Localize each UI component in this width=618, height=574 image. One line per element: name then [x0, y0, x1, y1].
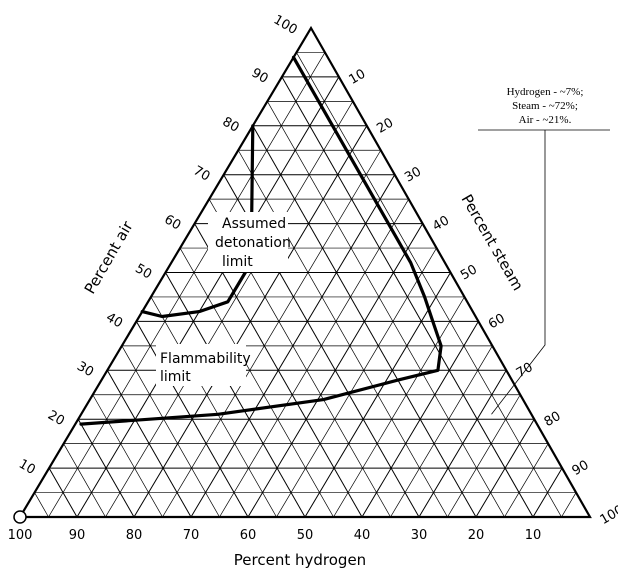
grid-line-hydrogen: [106, 370, 192, 518]
annotation-leader-line: [491, 130, 546, 415]
grid-line-steam: [418, 370, 507, 518]
tick-label-steam: 60: [486, 311, 508, 332]
grid-line-steam: [561, 492, 577, 518]
detonation-label-line3: limit: [222, 254, 253, 270]
tick-label-hydrogen: 80: [126, 528, 143, 543]
detonation-label-line2: detonation: [215, 235, 291, 251]
tick-label-hydrogen: 20: [468, 528, 485, 543]
tick-label-air: 80: [220, 114, 242, 135]
grid-line-steam: [532, 467, 563, 518]
grid-line-steam: [105, 101, 354, 518]
grid-line-hydrogen: [135, 321, 249, 518]
axis-title-left: Percent air: [81, 217, 137, 297]
tick-label-air: 20: [45, 408, 67, 429]
tick-label-air: 30: [74, 359, 96, 380]
grid-line-steam: [361, 321, 479, 518]
flammability-limit-label: Flammability limit: [156, 344, 251, 386]
annotation-line2: Steam - ~72%;: [512, 100, 578, 112]
composition-annotation: Hydrogen - ~7%; Steam - ~72%; Air - ~21%…: [478, 86, 610, 415]
tick-label-steam: 100: [598, 503, 618, 528]
grid-line-hydrogen: [267, 101, 505, 518]
grid-line-steam: [276, 247, 437, 518]
grid-line-steam: [333, 296, 465, 518]
grid-line-steam: [475, 418, 535, 518]
tick-label-steam: 80: [542, 409, 564, 430]
tick-label-air: 40: [103, 310, 125, 331]
tick-label-air: 70: [191, 163, 213, 184]
grid-line-hydrogen: [48, 467, 78, 518]
grid-line-hydrogen: [150, 296, 277, 518]
grid-line-hydrogen: [92, 394, 163, 518]
grid-line-steam: [447, 394, 521, 518]
tick-label-steam: 40: [430, 213, 452, 234]
tick-label-steam: 20: [374, 115, 396, 136]
grid-line-hydrogen: [179, 247, 334, 518]
grid-line-steam: [162, 150, 382, 518]
detonation-limit-label: Assumed detonation limit: [208, 212, 291, 272]
tick-label-hydrogen: 70: [183, 528, 200, 543]
annotation-line1: Hydrogen - ~7%;: [507, 86, 584, 98]
limit-curves: [79, 55, 443, 426]
ternary-grid: [34, 52, 577, 518]
detonation-limit-curve: [140, 124, 255, 319]
grid-line-steam: [48, 52, 326, 518]
flammability-label-line2: limit: [160, 369, 191, 385]
flammability-label-line1: Flammability: [160, 351, 251, 367]
hydrogen-corner-marker: [13, 510, 27, 524]
grid-line-hydrogen: [77, 418, 135, 518]
grid-line-steam: [504, 443, 549, 518]
tick-label-steam: 50: [458, 262, 480, 283]
tick-label-steam: 10: [346, 67, 368, 88]
tick-label-hydrogen: 30: [411, 528, 428, 543]
tick-label-air: 10: [16, 457, 38, 478]
grid-line-hydrogen: [296, 52, 562, 518]
grid-line-hydrogen: [63, 443, 106, 518]
tick-label-hydrogen: 90: [69, 528, 86, 543]
tick-label-hydrogen: 100: [8, 528, 33, 543]
grid-line-hydrogen: [237, 150, 448, 518]
tick-label-air: 60: [161, 212, 183, 233]
grid-line-hydrogen: [34, 492, 49, 518]
flammability-limit-curve: [79, 55, 443, 426]
grid-line-steam: [304, 272, 451, 518]
detonation-label-line1: Assumed: [222, 216, 286, 232]
tick-label-steam: 90: [570, 458, 592, 479]
grid-line-hydrogen: [121, 345, 220, 518]
tick-label-steam: 30: [402, 164, 424, 185]
tick-label-hydrogen: 40: [354, 528, 371, 543]
tick-label-air: 90: [249, 66, 271, 87]
tick-label-hydrogen: 60: [240, 528, 257, 543]
grid-line-steam: [390, 345, 493, 518]
tick-label-hydrogen: 10: [525, 528, 542, 543]
triangle-outline: [18, 25, 592, 519]
axis-title-bottom: Percent hydrogen: [234, 551, 366, 569]
tick-label-air: 50: [132, 261, 154, 282]
tick-label-air: 100: [271, 13, 300, 38]
annotation-line3: Air - ~21%.: [519, 114, 572, 126]
tick-label-hydrogen: 50: [297, 528, 314, 543]
grid-line-steam: [219, 198, 409, 518]
